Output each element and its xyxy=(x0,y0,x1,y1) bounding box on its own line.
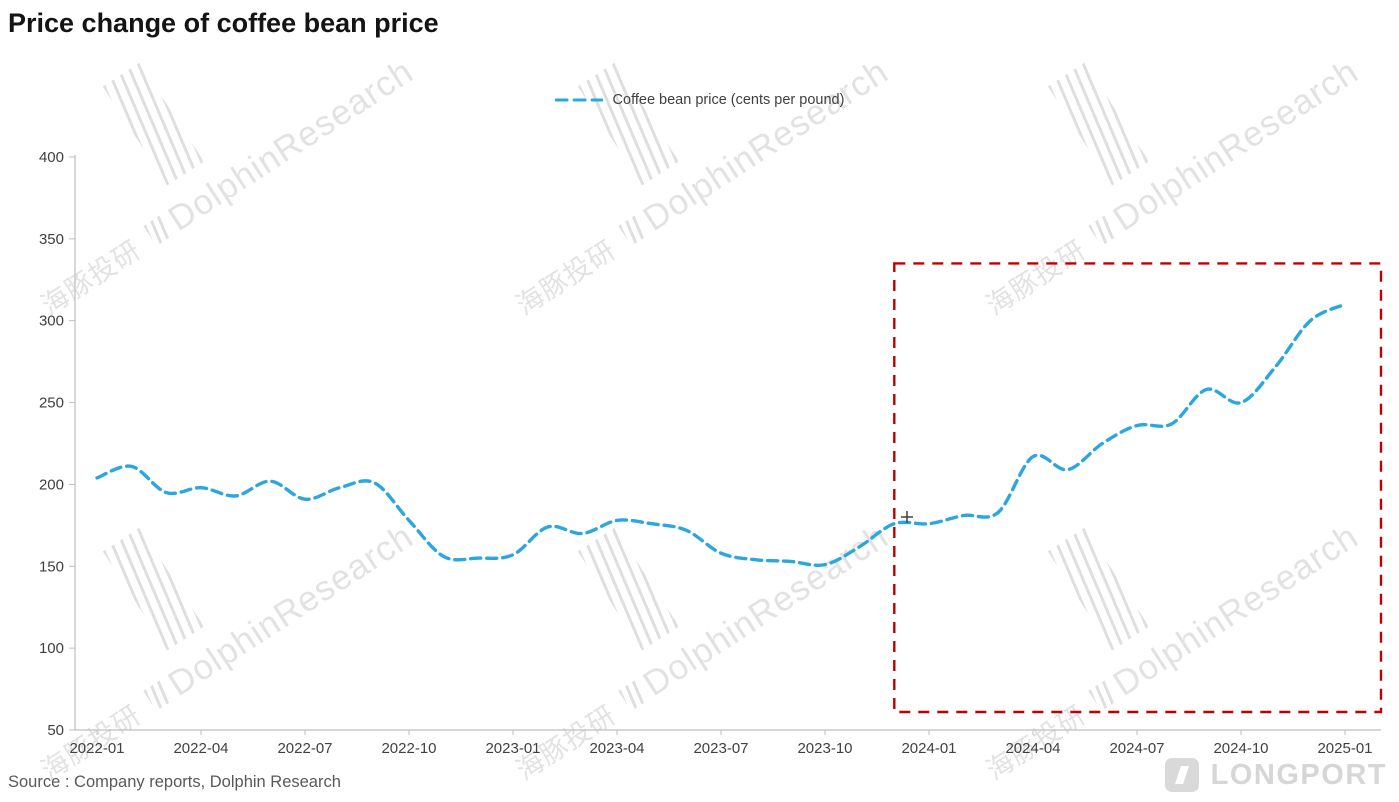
source-note: Source : Company reports, Dolphin Resear… xyxy=(8,773,341,791)
y-tick-label: 400 xyxy=(39,149,64,166)
x-tick-label: 2024-07 xyxy=(1109,740,1164,757)
cursor-cross-marker xyxy=(901,511,913,523)
y-tick-label: 250 xyxy=(39,395,64,412)
longport-logo: LONGPORT xyxy=(1164,758,1387,792)
x-tick-label: 2024-01 xyxy=(901,740,956,757)
highlight-box xyxy=(893,262,1383,714)
x-tick-label: 2024-10 xyxy=(1213,740,1268,757)
y-tick-label: 350 xyxy=(39,231,64,248)
legend-line-sample xyxy=(554,98,603,102)
longport-logo-text: LONGPORT xyxy=(1210,758,1387,791)
x-tick-label: 2022-07 xyxy=(277,740,332,757)
x-tick-label: 2022-10 xyxy=(381,740,436,757)
page-title: Price change of coffee bean price xyxy=(8,8,439,38)
y-tick-label: 300 xyxy=(39,313,64,330)
x-tick-label: 2024-04 xyxy=(1005,740,1060,757)
x-tick-label: 2023-10 xyxy=(797,740,852,757)
longport-logo-icon xyxy=(1164,758,1199,792)
x-tick-label: 2023-01 xyxy=(485,740,540,757)
x-tick-label: 2023-07 xyxy=(693,740,748,757)
legend-label: Coffee bean price (cents per pound) xyxy=(612,92,845,108)
chart-legend: Coffee bean price (cents per pound) xyxy=(554,92,845,108)
x-tick-label: 2022-01 xyxy=(69,740,124,757)
x-tick-label: 2023-04 xyxy=(589,740,644,757)
x-tick-label: 2022-04 xyxy=(173,740,228,757)
x-tick-label: 2025-01 xyxy=(1317,740,1372,757)
y-tick-label: 100 xyxy=(39,640,64,657)
y-tick-label: 150 xyxy=(39,558,64,575)
y-tick-label: 200 xyxy=(39,476,64,493)
y-tick-label: 50 xyxy=(47,722,64,739)
price-line xyxy=(95,302,1347,567)
